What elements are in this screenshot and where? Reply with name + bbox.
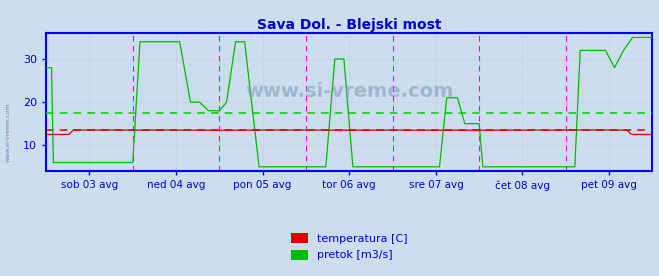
Text: www.si-vreme.com: www.si-vreme.com [245,82,453,100]
Legend: temperatura [C], pretok [m3/s]: temperatura [C], pretok [m3/s] [287,229,412,265]
Title: Sava Dol. - Blejski most: Sava Dol. - Blejski most [257,18,442,32]
Text: www.si-vreme.com: www.si-vreme.com [5,103,11,162]
